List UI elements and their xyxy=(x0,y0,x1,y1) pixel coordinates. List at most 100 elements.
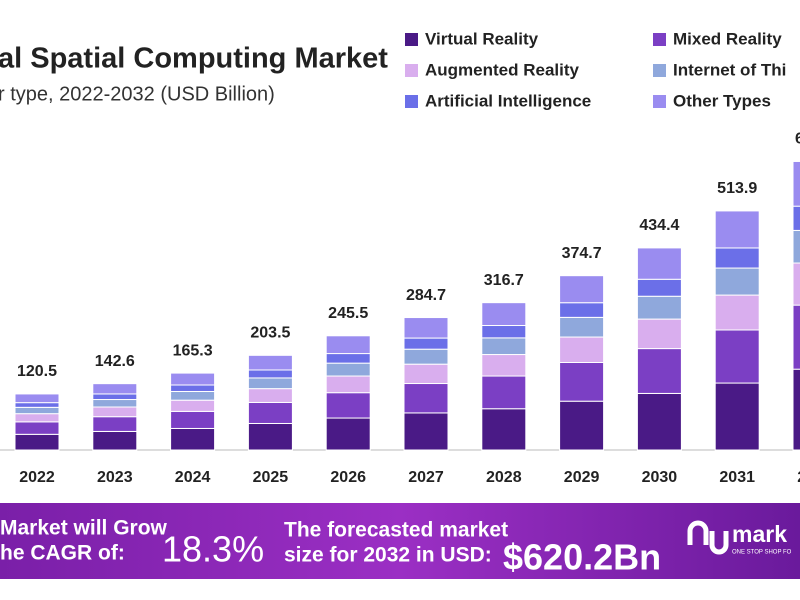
bar-segment xyxy=(325,417,371,451)
legend-label: Virtual Reality xyxy=(425,29,539,48)
x-tick-label: 2031 xyxy=(719,469,755,486)
total-label: 203.5 xyxy=(250,325,290,342)
legend-label: Artificial Intelligence xyxy=(425,91,591,110)
bar-segment xyxy=(403,363,449,385)
bar-segment xyxy=(403,412,449,451)
bar-segment xyxy=(14,413,60,423)
x-tick-label: 2026 xyxy=(330,469,366,486)
bar-segment xyxy=(92,393,138,401)
bar-segment xyxy=(636,392,682,451)
bar-segment xyxy=(247,388,293,403)
bar-segment xyxy=(481,325,527,339)
bar-segment xyxy=(714,267,760,296)
total-label: 374.7 xyxy=(562,245,602,262)
bar-segment xyxy=(559,316,605,338)
logo: mark xyxy=(732,521,787,547)
bar-segment xyxy=(481,408,527,451)
bar-segment xyxy=(247,422,293,451)
bar-segment xyxy=(792,205,800,231)
bar-segment xyxy=(14,406,60,415)
total-label: 316.7 xyxy=(484,272,524,289)
bar-segment xyxy=(559,336,605,363)
bar-segment xyxy=(403,317,449,339)
cagr: 18.3% xyxy=(162,529,264,570)
bar-segment xyxy=(792,160,800,207)
legend-label: Mixed Reality xyxy=(673,29,782,48)
total-label: 620.2 xyxy=(795,131,800,148)
banner-text: he CAGR of: xyxy=(0,542,125,565)
bar-segment xyxy=(247,354,293,371)
total-label: 142.6 xyxy=(95,353,135,370)
total-label: 284.7 xyxy=(406,287,446,304)
market-size: $620.2Bn xyxy=(503,537,661,578)
banner xyxy=(0,503,800,579)
legend-swatch xyxy=(653,64,666,77)
bar-segment xyxy=(92,430,138,451)
x-tick-label: 2029 xyxy=(564,469,600,486)
bar-segment xyxy=(170,390,216,401)
bar-segment xyxy=(325,375,371,394)
total-label: 245.5 xyxy=(328,305,368,322)
bar-segment xyxy=(636,247,682,280)
bar-segment xyxy=(481,375,527,410)
bar-segment xyxy=(481,302,527,327)
bar-segment xyxy=(636,278,682,297)
x-tick-label: 2028 xyxy=(486,469,522,486)
x-tick-label: 2025 xyxy=(253,469,289,486)
bar-segment xyxy=(247,369,293,379)
x-tick-label: 2024 xyxy=(175,469,211,486)
bar-segment xyxy=(325,353,371,364)
bar-segment xyxy=(792,229,800,264)
x-tick-label: 2022 xyxy=(19,469,55,486)
bar-segment xyxy=(714,382,760,451)
bar-segment xyxy=(636,295,682,320)
bar-segment xyxy=(403,348,449,365)
bar-segment xyxy=(559,400,605,451)
tagline: ONE STOP SHOP FO xyxy=(732,550,792,556)
bar-segment xyxy=(247,401,293,424)
bar-segment xyxy=(481,354,527,377)
bar-segment xyxy=(403,337,449,350)
legend-label: Augmented Reality xyxy=(425,60,580,79)
bar-segment xyxy=(92,416,138,432)
bar-segment xyxy=(92,399,138,408)
banner-text: size for 2032 in USD: xyxy=(284,544,492,567)
bar-segment xyxy=(170,399,216,412)
bar-segment xyxy=(714,329,760,384)
bar-segment xyxy=(92,383,138,395)
bar-segment xyxy=(792,262,800,306)
total-label: 434.4 xyxy=(639,217,679,234)
bar-segment xyxy=(325,335,371,355)
total-label: 165.3 xyxy=(173,342,213,359)
bar-segment xyxy=(792,304,800,370)
bar-segment xyxy=(247,377,293,390)
legend-label: Other Types xyxy=(673,91,771,110)
bar-segment xyxy=(325,362,371,377)
total-label: 120.5 xyxy=(17,363,57,380)
bar-segment xyxy=(170,427,216,451)
bar-segment xyxy=(636,318,682,350)
bar-segment xyxy=(170,372,216,386)
bar-segment xyxy=(636,348,682,394)
bar-segment xyxy=(403,383,449,414)
bar-segment xyxy=(92,406,138,418)
bar-segment xyxy=(559,361,605,402)
banner-text: The forecasted market xyxy=(284,519,508,542)
x-tick-label: 2023 xyxy=(97,469,133,486)
legend-label: Internet of Thi xyxy=(673,60,786,79)
bar-segment xyxy=(559,302,605,318)
bar-segment xyxy=(481,337,527,356)
bar-segment xyxy=(792,368,800,451)
x-tick-label: 2030 xyxy=(642,469,678,486)
bar-segment xyxy=(714,294,760,331)
chart-subtitle: r type, 2022-2032 (USD Billion) xyxy=(0,83,275,105)
bar-segment xyxy=(170,384,216,392)
banner-text: Market will Grow xyxy=(0,517,168,540)
x-tick-label: 2027 xyxy=(408,469,444,486)
legend-swatch xyxy=(405,64,418,77)
bar-segment xyxy=(714,210,760,249)
bar-segment xyxy=(14,402,60,408)
x-tick-label: 2032 xyxy=(797,469,800,486)
bar-segment xyxy=(714,247,760,269)
